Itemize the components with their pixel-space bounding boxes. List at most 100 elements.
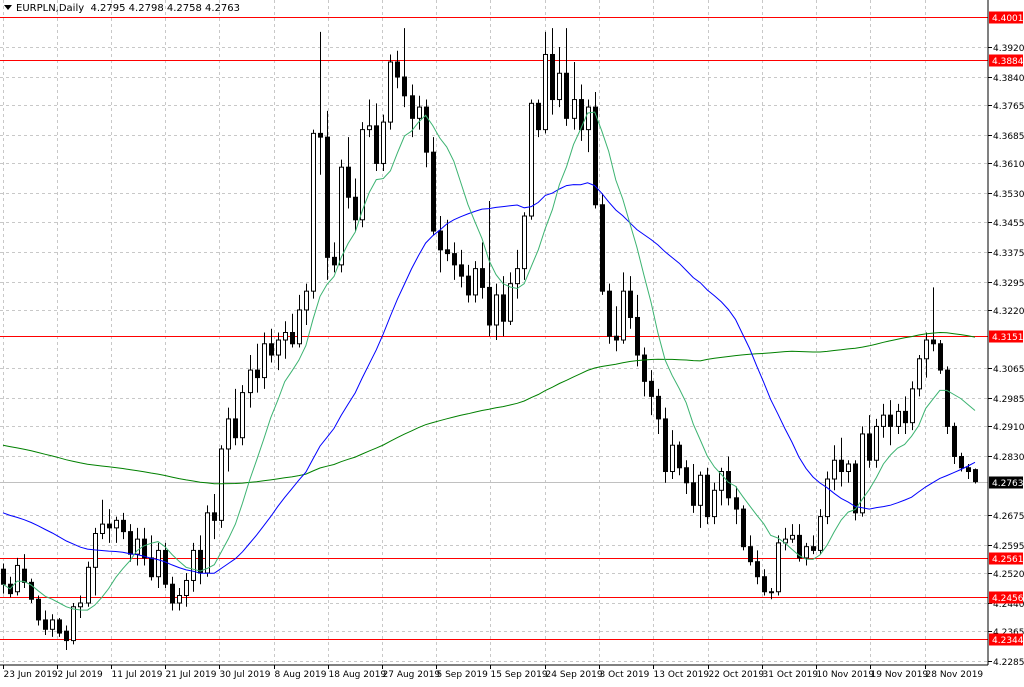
candle-body — [698, 474, 703, 506]
candle-body — [417, 106, 422, 119]
candle-body — [353, 196, 358, 221]
level-tag — [989, 330, 1023, 343]
candle-body — [712, 489, 717, 518]
candle-body — [452, 253, 457, 266]
candle-body — [776, 542, 781, 593]
candle-body — [205, 512, 210, 574]
level-tag — [989, 633, 1023, 646]
candle-body — [142, 538, 147, 559]
price-tick-label: 4.3065 — [993, 365, 1024, 375]
candle-body — [339, 166, 344, 266]
candle-body — [128, 531, 133, 555]
candle-body — [931, 339, 936, 345]
candle-body — [297, 309, 302, 345]
level-tag-label: 4.2456 — [992, 594, 1024, 604]
time-tick-label: 8 Aug 2019 — [275, 670, 327, 680]
current-price-label: 4.2763 — [992, 479, 1024, 489]
candle-body — [564, 72, 569, 119]
candle-body — [29, 581, 34, 600]
candle-body — [15, 564, 20, 593]
price-tick-label: 4.3610 — [993, 160, 1024, 170]
price-tick-label: 4.3685 — [993, 132, 1024, 142]
candle-body — [536, 102, 541, 131]
candle-body — [628, 290, 633, 318]
price-tick-label: 4.2520 — [993, 570, 1024, 580]
candle-body — [600, 204, 605, 292]
candle-body — [896, 410, 901, 427]
ma-fast-line — [2, 111, 976, 611]
candle-body — [135, 538, 140, 555]
candle-body — [910, 388, 915, 424]
candle-body — [445, 249, 450, 255]
candle-body — [438, 230, 443, 251]
candle-body — [804, 546, 809, 559]
candle-body — [1, 568, 6, 585]
candle-body — [867, 433, 872, 461]
candle-body — [705, 474, 710, 518]
candle-body — [748, 546, 753, 563]
candle-body — [952, 425, 957, 457]
candle-body — [410, 95, 415, 119]
ma-slow-line — [2, 331, 976, 485]
candle-body — [762, 576, 767, 593]
price-tick-label: 4.3455 — [993, 219, 1024, 229]
candle-body — [43, 619, 48, 630]
candle-body — [290, 332, 295, 345]
candle-body — [966, 467, 971, 473]
candle-body — [621, 290, 626, 341]
price-tick-label: 4.3295 — [993, 279, 1024, 289]
candle-body — [832, 459, 837, 480]
candle-body — [388, 61, 393, 123]
time-tick-label: 31 Oct 2019 — [763, 670, 819, 680]
level-tag-label: 4.3884 — [992, 57, 1024, 67]
price-tick-label: 4.2285 — [993, 658, 1024, 668]
price-tick-label: 4.3765 — [993, 102, 1024, 112]
candle-body — [226, 418, 231, 450]
candle-body — [508, 283, 513, 322]
candle-body — [839, 459, 844, 473]
price-tick-label: 4.3920 — [993, 44, 1024, 54]
time-tick-label: 23 Jun 2019 — [4, 670, 58, 680]
candle-body — [198, 549, 203, 574]
candle-body — [114, 519, 119, 529]
candle-body — [212, 512, 217, 521]
candle-body — [255, 369, 260, 379]
candle-body — [635, 316, 640, 356]
candle-body — [938, 343, 943, 371]
candle-body — [177, 594, 182, 604]
candle-body — [677, 444, 682, 469]
candle-body — [649, 380, 654, 397]
candle-body — [360, 129, 365, 221]
candle-body — [973, 469, 978, 483]
time-tick-label: 10 Nov 2019 — [817, 670, 875, 680]
level-tag-label: 4.3151 — [992, 333, 1024, 343]
candle-body — [233, 418, 238, 439]
candle-body — [107, 523, 112, 529]
candle-body — [170, 583, 175, 604]
candle-body — [691, 482, 696, 506]
candle-body — [522, 215, 527, 270]
candle-body — [917, 358, 922, 390]
candle-body — [480, 268, 485, 288]
time-tick-label: 18 Aug 2019 — [329, 670, 387, 680]
candle-body — [494, 294, 499, 326]
candle-body — [36, 598, 41, 621]
candle-body — [888, 414, 893, 427]
candle-body — [269, 343, 274, 356]
candle-body — [572, 99, 577, 119]
candle-body — [184, 579, 189, 596]
candle-body — [811, 546, 816, 551]
candle-body — [719, 471, 724, 491]
candle-body — [276, 339, 281, 356]
price-tick-label: 4.2595 — [993, 542, 1024, 552]
candle-body — [769, 591, 774, 594]
candle-body — [924, 339, 929, 360]
candle-body — [64, 630, 69, 642]
time-tick-label: 13 Oct 2019 — [654, 670, 710, 680]
time-tick-label: 21 Jul 2019 — [166, 670, 217, 680]
dropdown-triangle-icon[interactable] — [4, 5, 12, 10]
candle-body — [318, 132, 323, 138]
candle-body — [903, 410, 908, 424]
